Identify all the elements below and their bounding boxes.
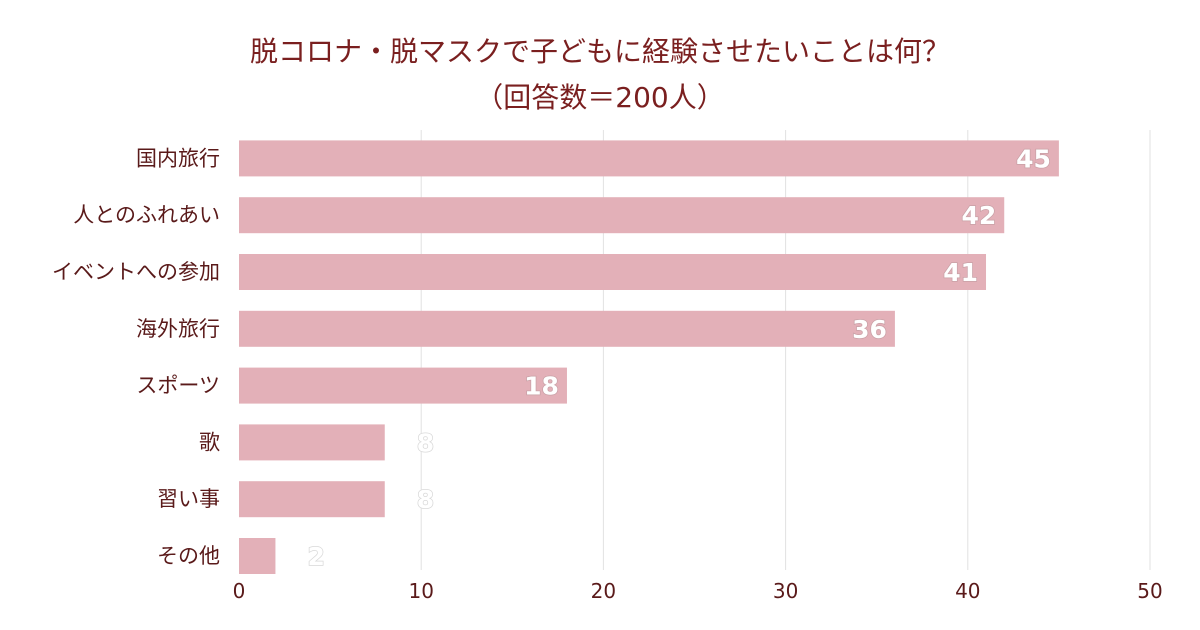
value-label: 18 [524,372,559,401]
value-label: 8 [417,428,434,457]
value-labels: 45 42 41 36 18 8 8 2 [307,144,1052,572]
bar [239,367,567,404]
x-tick-label: 50 [1137,579,1162,603]
value-label: 41 [943,258,978,287]
bar [239,140,1059,177]
bars [239,140,1059,574]
value-label: 8 [417,485,434,514]
category-label: イベントへの参加 [52,260,220,284]
gridlines [420,130,1151,570]
x-tick-label: 30 [773,579,798,603]
x-tick-label: 10 [408,579,433,603]
value-label: 2 [307,542,324,571]
chart-subtitle: （回答数＝200人） [475,81,725,114]
category-label: その他 [157,544,220,568]
value-label: 45 [1016,144,1051,173]
bar [239,538,276,574]
category-label: 習い事 [157,487,220,511]
bar [239,254,987,290]
category-label: 国内旅行 [136,146,220,170]
bar [239,197,1005,234]
x-tick-label: 20 [591,579,616,603]
category-label: スポーツ [136,374,220,398]
bar [239,310,895,347]
bar [239,424,385,461]
value-label: 42 [961,201,996,230]
chart-title: 脱コロナ・脱マスクで子どもに経験させたいことは何？ [249,35,950,68]
x-axis-ticks: 0 10 20 30 40 50 [233,579,1163,603]
x-tick-label: 40 [955,579,980,603]
x-tick-label: 0 [233,579,246,603]
value-label: 36 [852,315,887,344]
category-label: 歌 [199,430,220,454]
bar [239,481,385,518]
category-label: 人とのふれあい [73,203,220,227]
category-label: 海外旅行 [136,317,220,341]
